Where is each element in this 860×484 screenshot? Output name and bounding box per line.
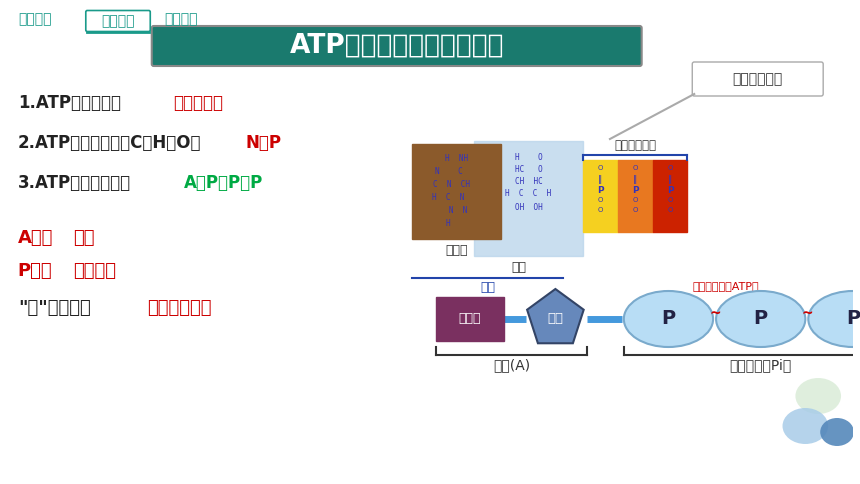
Text: O: O xyxy=(633,165,638,171)
Ellipse shape xyxy=(808,291,860,347)
Text: ‖: ‖ xyxy=(633,175,637,184)
Bar xyxy=(412,144,501,239)
Text: H  C  N: H C N xyxy=(432,193,464,202)
Text: A代表: A代表 xyxy=(18,229,53,247)
Text: 组成元素有？: 组成元素有？ xyxy=(733,72,783,86)
Text: "～"代表一种: "～"代表一种 xyxy=(18,299,90,317)
Bar xyxy=(617,160,653,232)
Text: N、P: N、P xyxy=(246,134,282,152)
FancyBboxPatch shape xyxy=(692,62,823,96)
Text: 三个磷酸基团: 三个磷酸基团 xyxy=(614,139,656,152)
Polygon shape xyxy=(527,289,584,343)
Bar xyxy=(653,160,687,232)
Text: 腺苷三磷酸: 腺苷三磷酸 xyxy=(174,94,224,112)
Text: O: O xyxy=(598,197,603,203)
FancyBboxPatch shape xyxy=(151,26,642,66)
Text: 腺苷(A): 腺苷(A) xyxy=(493,358,531,372)
Text: N  N: N N xyxy=(435,206,468,215)
Text: 腺嘌呤: 腺嘌呤 xyxy=(445,244,468,257)
Text: 腺苷: 腺苷 xyxy=(480,281,495,294)
Text: 腺嘌呤: 腺嘌呤 xyxy=(459,313,482,326)
Text: P: P xyxy=(666,186,673,195)
Text: ‖: ‖ xyxy=(599,175,603,184)
Text: 特殊的化学键: 特殊的化学键 xyxy=(147,299,212,317)
Text: N    C: N C xyxy=(435,167,464,176)
Text: 2.ATP的组成元素：C、H、O、: 2.ATP的组成元素：C、H、O、 xyxy=(18,134,201,152)
Text: O: O xyxy=(667,207,673,213)
Text: CH  HC: CH HC xyxy=(515,177,543,186)
Text: 3.ATP的结构简式：: 3.ATP的结构简式： xyxy=(18,174,131,192)
Text: ATP是一种高能磷酸化合物: ATP是一种高能磷酸化合物 xyxy=(290,33,504,59)
Text: P: P xyxy=(597,186,604,195)
Text: P代表: P代表 xyxy=(18,262,52,280)
Text: 新知学习: 新知学习 xyxy=(101,14,135,28)
Text: ‖: ‖ xyxy=(668,175,672,184)
Text: O: O xyxy=(667,165,673,171)
Ellipse shape xyxy=(624,291,713,347)
Text: O: O xyxy=(598,207,603,213)
Text: P: P xyxy=(753,309,768,329)
Text: 腺苷三磷酸（ATP）: 腺苷三磷酸（ATP） xyxy=(692,281,759,291)
Ellipse shape xyxy=(820,418,854,446)
Text: HC   O: HC O xyxy=(515,165,543,174)
Text: 核糖: 核糖 xyxy=(511,261,526,274)
Text: O: O xyxy=(667,197,673,203)
Text: 学习目标: 学习目标 xyxy=(18,12,52,26)
Text: 课堂总结: 课堂总结 xyxy=(164,12,198,26)
Text: 磷酸基团（Pi）: 磷酸基团（Pi） xyxy=(729,358,792,372)
Bar xyxy=(474,141,583,256)
Ellipse shape xyxy=(783,408,828,444)
Bar xyxy=(436,297,504,341)
Text: 磷酸基团: 磷酸基团 xyxy=(73,262,116,280)
Text: H: H xyxy=(446,219,451,228)
Text: 1.ATP中文名称：: 1.ATP中文名称： xyxy=(18,94,121,112)
Text: 腺苷: 腺苷 xyxy=(73,229,95,247)
Text: O: O xyxy=(633,197,638,203)
Text: O: O xyxy=(633,207,638,213)
Text: P: P xyxy=(661,309,675,329)
Text: H    O: H O xyxy=(515,153,543,162)
Text: A－P～P～P: A－P～P～P xyxy=(183,174,263,192)
Ellipse shape xyxy=(796,378,841,414)
FancyBboxPatch shape xyxy=(86,11,150,31)
Text: ~: ~ xyxy=(802,307,814,321)
Text: H  C  C  H: H C C H xyxy=(506,189,552,198)
Text: OH  OH: OH OH xyxy=(515,203,543,212)
Text: C  N  CH: C N CH xyxy=(433,180,470,189)
Text: H  NH: H NH xyxy=(445,154,468,163)
Text: O: O xyxy=(598,165,603,171)
Text: P: P xyxy=(632,186,639,195)
Bar xyxy=(583,160,617,232)
Text: 核糖: 核糖 xyxy=(548,313,563,326)
Text: P: P xyxy=(846,309,860,329)
Text: ~: ~ xyxy=(710,307,722,321)
Ellipse shape xyxy=(716,291,805,347)
